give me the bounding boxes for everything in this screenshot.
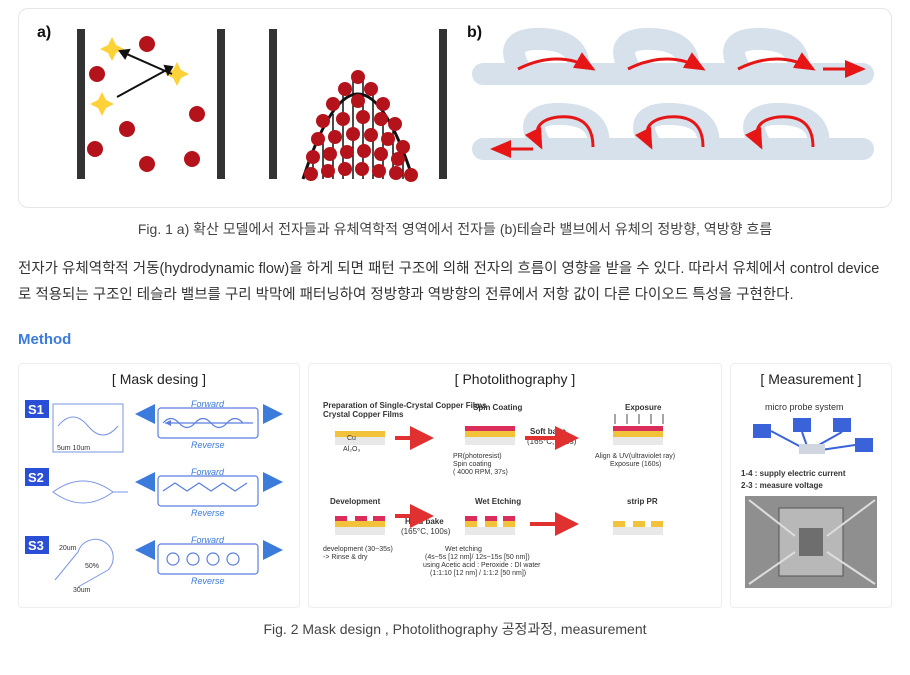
mask-badge-s1: S1 bbox=[28, 402, 44, 417]
fig1-panel-b: b) bbox=[463, 19, 883, 197]
fig1-a-parabola-svg bbox=[263, 19, 453, 189]
mask-forward-3: Forward bbox=[191, 535, 225, 545]
measurement-line1: 1-4 : supply electric current bbox=[741, 469, 846, 478]
fig1-a-label: a) bbox=[37, 19, 51, 46]
fig1-b-tesla-svg bbox=[463, 19, 883, 189]
photo-step-dev: Development bbox=[330, 497, 381, 506]
fig2-col-photo: Photolithography Preparation of Single-C… bbox=[308, 363, 722, 609]
fig1-caption: Fig. 1 a) 확산 모델에서 전자들과 유체역학적 영역에서 전자들 (b… bbox=[18, 218, 892, 242]
fig2-col1-label: Mask desing bbox=[23, 368, 295, 392]
photo-step-spin: Spin Coating bbox=[473, 403, 522, 412]
svg-text:( 4000 RPM, 37s): ( 4000 RPM, 37s) bbox=[453, 469, 508, 476]
mask-design-svg: S1 5um 10um Forward Reverse bbox=[23, 396, 295, 596]
mask-forward-1: Forward bbox=[191, 399, 225, 409]
svg-text:Hard bake: Hard bake bbox=[405, 517, 444, 526]
photo-step-wet: Wet Etching bbox=[475, 497, 521, 506]
svg-text:development (30~35s): development (30~35s) bbox=[323, 546, 393, 553]
fig2-col2-label: Photolithography bbox=[313, 368, 717, 392]
measurement-svg: micro probe system 1-4 : supply electric… bbox=[735, 396, 887, 596]
svg-text:(4s~5s [12 nm]/ 12s~15s [50 nm: (4s~5s [12 nm]/ 12s~15s [50 nm]) bbox=[425, 554, 530, 561]
photo-step-strip: strip PR bbox=[627, 497, 658, 506]
fig2-col-mask: Mask desing S1 5um 10um bbox=[18, 363, 300, 609]
photo-step-exposure: Exposure bbox=[625, 403, 662, 412]
svg-text:20um: 20um bbox=[59, 545, 77, 552]
mask-reverse-1: Reverse bbox=[191, 440, 225, 450]
svg-text:(165°C, 100s): (165°C, 100s) bbox=[401, 527, 451, 536]
fig1-panel-a: a) bbox=[33, 19, 453, 197]
svg-text:5um 10um: 5um 10um bbox=[57, 445, 90, 452]
body-paragraph: 전자가 유체역학적 거동(hydrodynamic flow)을 하게 되면 패… bbox=[18, 256, 892, 310]
svg-text:-> Rinse & dry: -> Rinse & dry bbox=[323, 554, 368, 561]
photolithography-svg: Preparation of Single-Crystal Copper Fil… bbox=[313, 396, 717, 596]
fig2-col3-label: Measurement bbox=[735, 368, 887, 392]
fig2-col-measurement: Measurement micro probe system 1-4 : sup… bbox=[730, 363, 892, 609]
photo-softbake: Soft bake bbox=[530, 427, 567, 436]
svg-text:Align & UV(ultraviolet ray): Align & UV(ultraviolet ray) bbox=[595, 453, 675, 460]
figure-1: a) bbox=[18, 8, 892, 208]
photo-spin-detail: PR(photoresist) bbox=[453, 453, 502, 460]
method-heading: Method bbox=[18, 327, 892, 353]
svg-text:Crystal Copper Films: Crystal Copper Films bbox=[323, 410, 404, 419]
svg-text:50%: 50% bbox=[85, 563, 99, 570]
svg-text:Cu: Cu bbox=[347, 435, 356, 442]
mask-badge-s2: S2 bbox=[28, 470, 44, 485]
fig2-caption: Fig. 2 Mask design , Photolithography 공정… bbox=[18, 618, 892, 642]
photo-step-prep: Preparation of Single-Crystal Copper Fil… bbox=[323, 401, 487, 410]
mask-reverse-3: Reverse bbox=[191, 576, 225, 586]
figure-2: Mask desing S1 5um 10um bbox=[18, 363, 892, 609]
svg-text:Al₂O₃: Al₂O₃ bbox=[343, 446, 360, 453]
svg-text:30um: 30um bbox=[73, 587, 91, 594]
measurement-title: micro probe system bbox=[765, 402, 844, 412]
fig1-a-diffusion-svg bbox=[57, 19, 257, 189]
svg-text:Wet etching: Wet etching bbox=[445, 546, 482, 553]
fig1-b-label: b) bbox=[467, 19, 482, 46]
svg-text:Exposure (160s): Exposure (160s) bbox=[610, 461, 661, 468]
mask-forward-2: Forward bbox=[191, 467, 225, 477]
measurement-line2: 2-3 : measure voltage bbox=[741, 481, 823, 490]
svg-text:(1:1:10 [12 nm] / 1:1:2 [50 nm: (1:1:10 [12 nm] / 1:1:2 [50 nm]) bbox=[430, 570, 526, 577]
mask-badge-s3: S3 bbox=[28, 538, 44, 553]
svg-text:using Acetic acid : Peroxide :: using Acetic acid : Peroxide : DI water bbox=[423, 562, 541, 569]
svg-text:Spin coating: Spin coating bbox=[453, 461, 492, 468]
mask-reverse-2: Reverse bbox=[191, 508, 225, 518]
